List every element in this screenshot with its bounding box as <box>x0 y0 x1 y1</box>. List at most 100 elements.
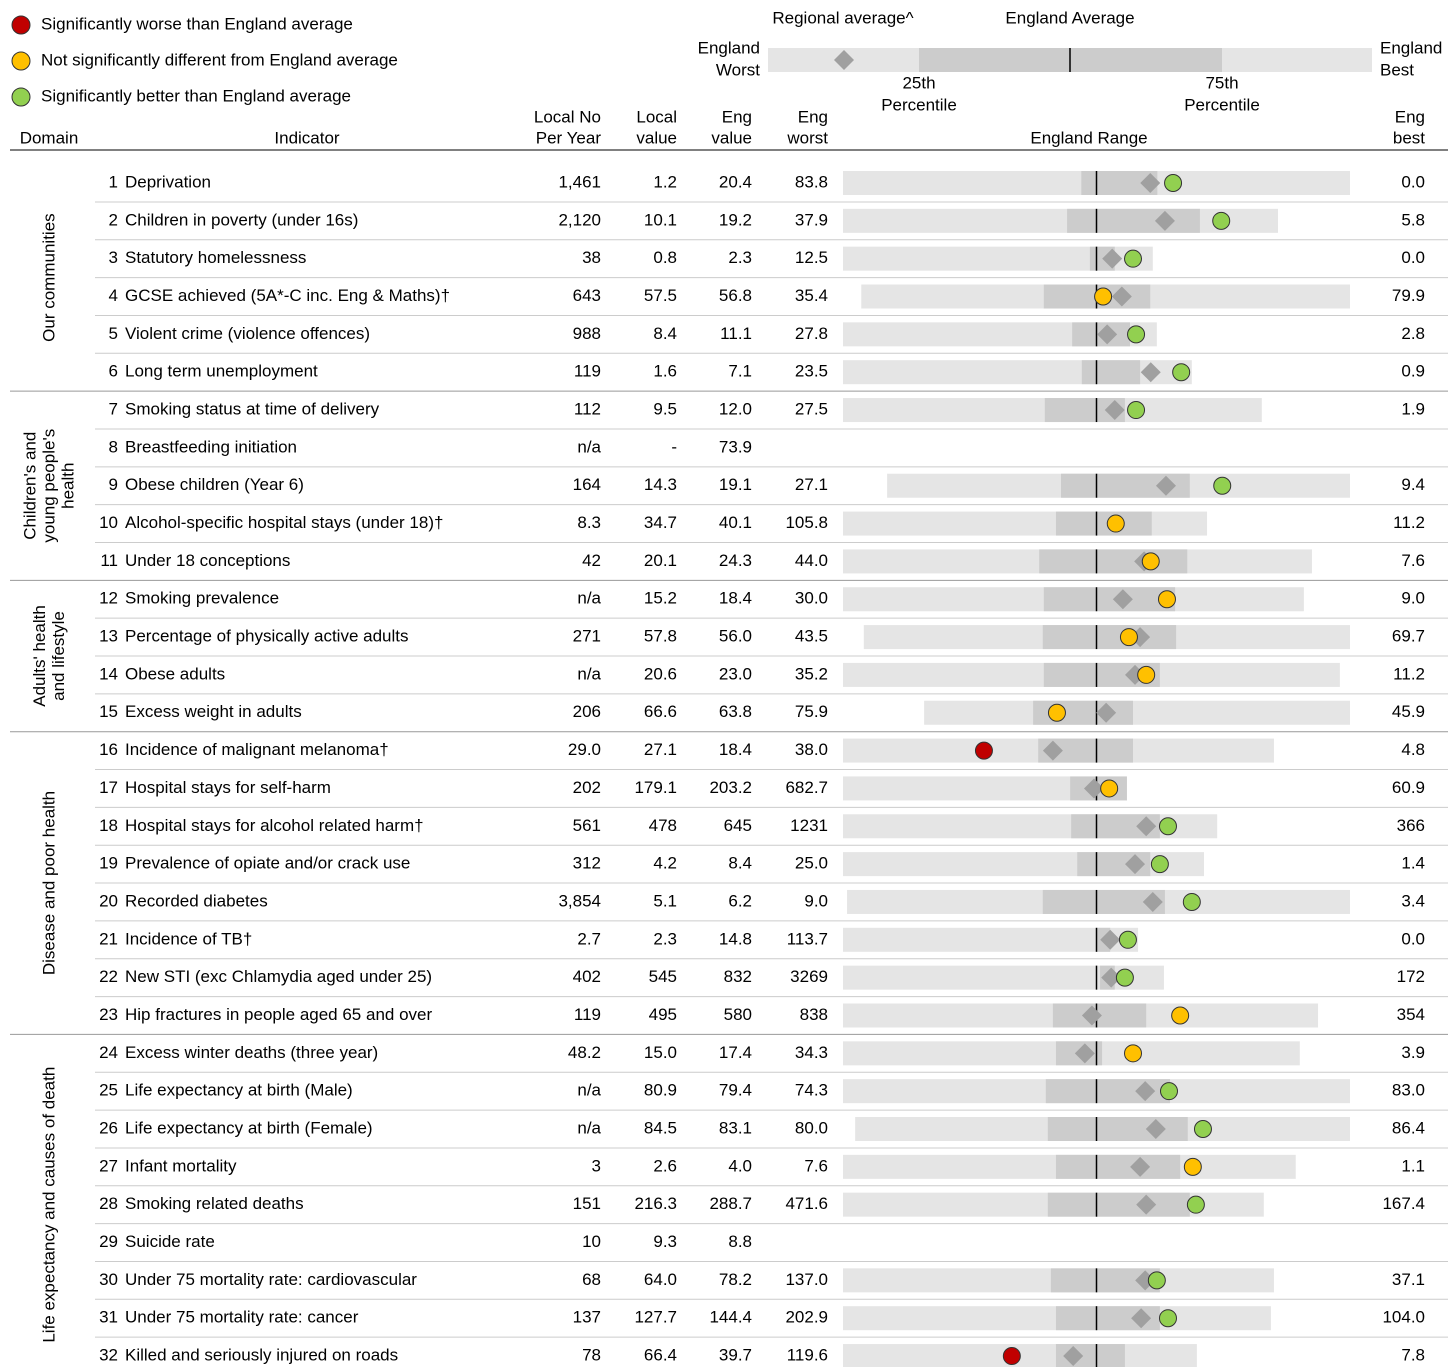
cell-eng-best: 9.0 <box>1401 589 1425 608</box>
cell-local-value: 4.2 <box>653 854 677 873</box>
cell-eng-worst: 35.2 <box>795 664 828 683</box>
cell-local-value: 84.5 <box>644 1118 677 1137</box>
cell-eng-value: 580 <box>724 1005 752 1024</box>
cell-local-value: 14.3 <box>644 475 677 494</box>
cell-eng-value: 23.0 <box>719 664 752 683</box>
cell-local-no: 271 <box>573 627 601 646</box>
regional-diamond <box>1142 891 1163 912</box>
regional-diamond <box>1136 816 1157 837</box>
cell-eng-worst: 43.5 <box>795 627 828 646</box>
range-bar <box>843 208 1279 233</box>
cell-eng-worst: 202.9 <box>785 1308 828 1327</box>
local-marker <box>1127 325 1146 344</box>
cell-local-value: 34.7 <box>644 513 677 532</box>
column-header: value <box>711 128 752 147</box>
domain-label: and lifestyle <box>49 611 68 701</box>
cell-local-no: n/a <box>577 437 601 456</box>
local-marker <box>1212 211 1231 230</box>
column-header: worst <box>786 128 828 147</box>
local-marker <box>1118 930 1137 949</box>
cell-eng-value: 56.8 <box>719 286 752 305</box>
cell-local-value: 15.2 <box>644 589 677 608</box>
cell-eng-value: 63.8 <box>719 702 752 721</box>
column-header: Eng <box>722 107 752 126</box>
quartile-bar <box>1067 208 1200 233</box>
cell-eng-best: 60.9 <box>1392 778 1425 797</box>
cell-local-no: 312 <box>573 854 601 873</box>
cell-eng-best: 3.9 <box>1401 1043 1425 1062</box>
regional-diamond <box>1083 778 1104 799</box>
column-header: Indicator <box>274 128 340 147</box>
cell-eng-value: 40.1 <box>719 513 752 532</box>
cell-eng-value: 83.1 <box>719 1118 752 1137</box>
local-marker <box>1127 401 1146 420</box>
cell-eng-best: 4.8 <box>1401 740 1425 759</box>
cell-local-no: n/a <box>577 1118 601 1137</box>
cell-eng-best: 366 <box>1397 816 1425 835</box>
cell-local-no: 112 <box>574 400 601 419</box>
cell-eng-value: 8.8 <box>728 1232 752 1251</box>
local-marker <box>1124 249 1143 268</box>
indicator-number: 20 <box>99 891 118 910</box>
cell-local-no: n/a <box>577 589 601 608</box>
cell-eng-best: 11.2 <box>1393 664 1425 683</box>
regional-diamond <box>1155 475 1176 496</box>
cell-eng-worst: 37.9 <box>795 210 828 229</box>
quartile-bar <box>1055 1154 1181 1179</box>
cell-local-no: 137 <box>573 1308 601 1327</box>
local-marker <box>1193 1120 1212 1138</box>
indicator-name: Smoking related deaths <box>125 1194 304 1213</box>
cell-eng-worst: 682.7 <box>785 778 828 797</box>
regional-diamond <box>1154 210 1175 231</box>
cell-local-value: 8.4 <box>653 324 677 343</box>
indicator-number: 4 <box>109 286 118 305</box>
legend-label: Not significantly different from England… <box>41 50 398 69</box>
cell-local-no: 1,461 <box>558 172 601 191</box>
local-marker <box>1047 703 1066 722</box>
local-marker <box>1160 1082 1179 1101</box>
cell-eng-value: 2.3 <box>728 248 752 267</box>
cell-local-value: 179.1 <box>634 778 677 797</box>
range-bar <box>843 927 1139 952</box>
cell-local-no: 68 <box>582 1270 601 1289</box>
regional-diamond <box>1140 362 1161 383</box>
cell-local-value: 478 <box>649 816 677 835</box>
indicator-name: GCSE achieved (5A*-C inc. Eng & Maths)† <box>125 286 450 305</box>
indicator-number: 12 <box>99 589 118 608</box>
cell-local-no: 3,854 <box>558 891 601 910</box>
indicator-name: Obese adults <box>125 664 225 683</box>
cell-eng-worst: 27.8 <box>795 324 828 343</box>
cell-local-value: 216.3 <box>634 1194 677 1213</box>
quartile-bar <box>1042 625 1177 650</box>
cell-eng-worst: 7.6 <box>804 1156 828 1175</box>
regional-diamond <box>1125 854 1146 875</box>
cell-local-no: 561 <box>573 816 601 835</box>
cell-local-no: 151 <box>573 1194 601 1213</box>
cell-eng-value: 645 <box>724 816 752 835</box>
column-header: Eng <box>798 107 828 126</box>
key-worst: Worst <box>716 60 760 79</box>
cell-eng-worst: 105.8 <box>785 513 828 532</box>
cell-eng-worst: 83.8 <box>795 172 828 191</box>
indicator-name: Excess weight in adults <box>125 702 302 721</box>
column-header: value <box>636 128 677 147</box>
indicator-number: 28 <box>99 1194 118 1213</box>
cell-eng-best: 86.4 <box>1392 1118 1425 1137</box>
cell-local-value: 2.3 <box>653 929 677 948</box>
cell-eng-value: 39.7 <box>719 1346 752 1365</box>
cell-eng-value: 17.4 <box>719 1043 752 1062</box>
indicator-name: New STI (exc Chlamydia aged under 25) <box>125 967 432 986</box>
regional-diamond <box>1096 702 1117 723</box>
indicator-name: Violent crime (violence offences) <box>125 324 370 343</box>
local-marker <box>1182 892 1201 911</box>
regional-diamond <box>1081 1005 1102 1026</box>
quartile-bar <box>1047 1117 1188 1141</box>
cell-eng-worst: 75.9 <box>795 702 828 721</box>
indicator-number: 3 <box>109 248 118 267</box>
cell-local-value: 9.3 <box>653 1232 677 1251</box>
indicator-number: 22 <box>99 967 118 986</box>
cell-eng-worst: 838 <box>800 1005 828 1024</box>
cell-eng-worst: 137.0 <box>785 1270 828 1289</box>
indicator-name: Life expectancy at birth (Female) <box>125 1118 373 1137</box>
cell-eng-worst: 12.5 <box>795 248 828 267</box>
